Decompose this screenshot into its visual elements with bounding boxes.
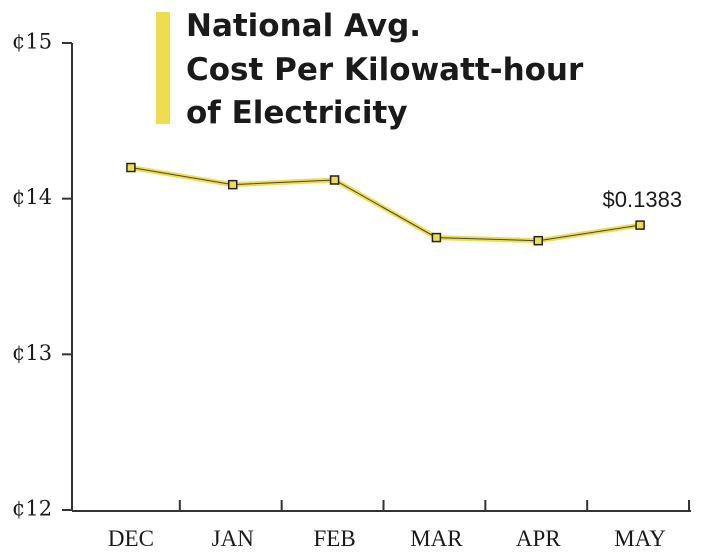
x-tick-label: APR	[516, 526, 561, 551]
x-tick-label: JAN	[212, 526, 255, 551]
x-tick-label: MAR	[410, 526, 463, 551]
y-tick-label: ¢14	[12, 185, 52, 209]
y-tick-label: ¢15	[12, 30, 52, 54]
y-tick-label: ¢12	[12, 497, 52, 521]
value-label: $0.1383	[603, 187, 683, 212]
point	[126, 162, 136, 173]
title-accent	[156, 12, 170, 124]
chart-title: National Avg.	[186, 8, 421, 44]
point	[533, 235, 543, 246]
series-line-core	[130, 167, 641, 242]
chart-title: of Electricity	[186, 95, 408, 131]
x-tick-label: FEB	[313, 526, 355, 551]
point	[431, 232, 442, 243]
point	[329, 175, 340, 185]
x-tick-label: MAY	[614, 526, 666, 551]
point	[635, 220, 645, 230]
series-line	[130, 165, 641, 244]
point	[228, 179, 238, 190]
chart-title: Cost Per Kilowatt-hour	[186, 52, 584, 88]
y-tick-label: ¢13	[12, 341, 52, 365]
x-tick-label: DEC	[108, 526, 154, 551]
